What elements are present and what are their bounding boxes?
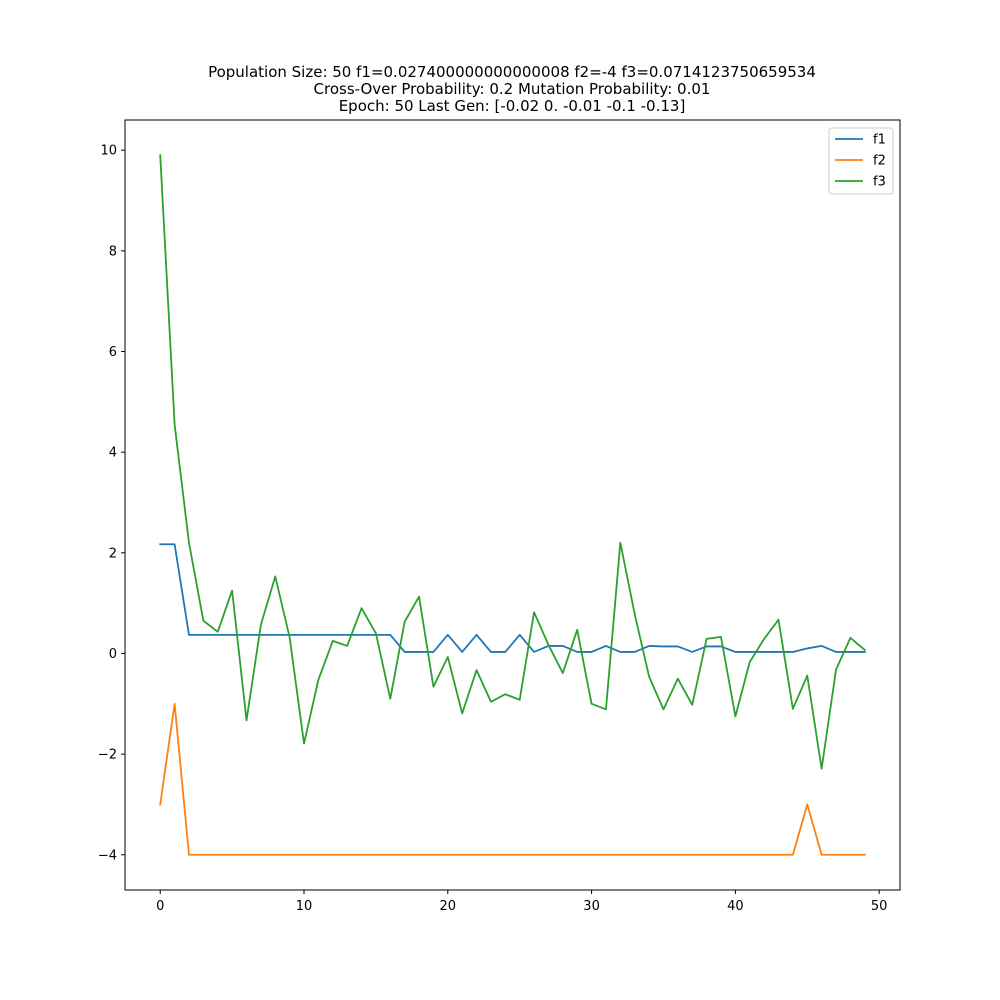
- y-tick-label: −2: [98, 748, 117, 763]
- legend: f1 f2 f3: [828, 127, 894, 195]
- x-tick-label: 40: [727, 899, 744, 914]
- legend-label-f3: f3: [873, 175, 886, 190]
- y-tick-label: 8: [109, 244, 117, 259]
- chart-title: Population Size: 50 f1=0.027400000000000…: [208, 63, 816, 115]
- series-line-f1: [159, 543, 866, 653]
- x-tick-label: 30: [583, 899, 600, 914]
- y-tick-label: 6: [109, 345, 117, 360]
- y-tick-label: 10: [100, 144, 117, 159]
- y-tick-label: 4: [109, 446, 117, 461]
- title-line-2: Cross-Over Probability: 0.2 Mutation Pro…: [314, 80, 711, 98]
- x-tick-label: 0: [156, 899, 164, 914]
- x-tick-label: 50: [871, 899, 888, 914]
- series-line-f3: [159, 154, 867, 770]
- legend-box: [828, 127, 894, 195]
- y-tick-label: −4: [98, 848, 117, 863]
- y-tick-label: 0: [109, 647, 117, 662]
- series-layer: [159, 154, 867, 856]
- y-axis: −4 −2 0 2 4 6 8 10: [98, 144, 125, 863]
- legend-label-f1: f1: [873, 133, 886, 148]
- plot-area-frame: [124, 119, 901, 891]
- legend-label-f2: f2: [873, 154, 886, 169]
- x-axis: 0 10 20 30 40 50: [156, 890, 887, 914]
- series-line-f2: [159, 702, 866, 856]
- y-tick-label: 2: [109, 546, 117, 561]
- x-tick-label: 10: [296, 899, 313, 914]
- title-line-1: Population Size: 50 f1=0.027400000000000…: [208, 63, 816, 81]
- title-line-3: Epoch: 50 Last Gen: [-0.02 0. -0.01 -0.1…: [339, 97, 686, 115]
- x-tick-label: 20: [440, 899, 457, 914]
